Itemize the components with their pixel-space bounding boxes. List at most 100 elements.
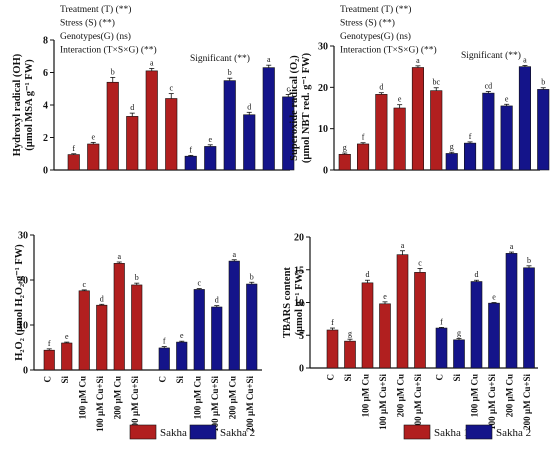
legend-2: Sakha 1 Sakha 2 bbox=[403, 424, 531, 440]
significance-letter: b bbox=[135, 273, 139, 282]
significance-letter: e bbox=[180, 331, 184, 340]
chart-panel-2: Treatment (T) (**) Stress (S) (**) Genotyp… bbox=[289, 4, 550, 177]
significance-letter: e bbox=[91, 132, 95, 141]
x-tick-label: 200 µM Cu+Si bbox=[130, 376, 140, 432]
y-axis-label: TBARS content(µmol g⁻¹ FW) bbox=[282, 267, 305, 338]
significance-letter: f bbox=[72, 144, 75, 153]
significance-letter: d bbox=[215, 296, 219, 305]
y-axis-label-line-2: (µmol MSA g⁻¹ FW) bbox=[24, 59, 35, 151]
significance-letter: a bbox=[510, 242, 514, 251]
significance-letter: g bbox=[348, 329, 352, 338]
bar bbox=[482, 92, 495, 171]
y-axis-label: H₂O₂ (µmol H₂O₂ g⁻¹ FW) bbox=[14, 244, 25, 361]
bar bbox=[470, 281, 483, 369]
significance-letter: c bbox=[197, 279, 201, 288]
bar bbox=[113, 263, 125, 371]
bar bbox=[488, 302, 500, 369]
significance-letter: b bbox=[111, 67, 115, 76]
significance-letter: c bbox=[286, 84, 290, 93]
bar bbox=[184, 155, 197, 171]
bar bbox=[396, 254, 409, 369]
bar bbox=[453, 339, 465, 369]
x-tick-label: Si bbox=[452, 374, 462, 382]
y-tick-label: 20 bbox=[294, 233, 304, 244]
bar bbox=[165, 98, 178, 171]
significance-letter: a bbox=[150, 58, 154, 67]
bar bbox=[145, 70, 158, 171]
y-axis-label-line-1: Superoxide radical (O₂) bbox=[289, 55, 300, 161]
y-tick-label: 4 bbox=[43, 101, 48, 112]
y-tick-label: 20 bbox=[18, 276, 28, 287]
significance-letter: f bbox=[48, 339, 51, 348]
bar bbox=[435, 327, 448, 369]
significance-letter: g bbox=[450, 142, 454, 151]
significance-letter: e bbox=[65, 332, 69, 341]
x-tick-label: Si bbox=[175, 376, 185, 384]
y-tick-label: 10 bbox=[18, 321, 28, 332]
bar bbox=[518, 66, 532, 171]
legend-label: Sakha 1 bbox=[160, 427, 195, 439]
bar bbox=[246, 283, 258, 371]
y-tick-label: 10 bbox=[318, 124, 328, 135]
legend-label: Sakha 2 bbox=[496, 427, 531, 439]
significance-letter: f bbox=[331, 318, 334, 327]
bar bbox=[375, 94, 388, 171]
significance-letter: d bbox=[100, 294, 104, 303]
x-tick-label: 200 µM Cu+Si bbox=[245, 376, 255, 432]
significance-letter: c bbox=[169, 84, 173, 93]
significance-letter: d bbox=[366, 270, 370, 279]
x-tick-label: 100 µM Cu bbox=[470, 374, 480, 417]
significance-letter: e bbox=[383, 292, 387, 301]
significance-letter: c bbox=[418, 258, 422, 267]
y-axis-label-line-1: Hydroxyl radical (OH) bbox=[12, 53, 23, 156]
bar bbox=[262, 67, 275, 171]
significance-letter: a bbox=[401, 241, 405, 250]
y-tick-label: 10 bbox=[294, 298, 304, 309]
y-tick-label: 0 bbox=[43, 166, 48, 177]
bar bbox=[445, 153, 458, 171]
legend-label: Sakha 2 bbox=[220, 427, 255, 439]
bar bbox=[223, 80, 236, 171]
y-tick-label: 30 bbox=[18, 231, 28, 242]
significance-letter: a bbox=[416, 56, 420, 65]
bar bbox=[96, 304, 108, 371]
x-tick-label: Si bbox=[60, 376, 70, 384]
significance-letter: g bbox=[457, 329, 461, 338]
x-tick-label: 100 µM Cu+Si bbox=[378, 374, 388, 430]
bar bbox=[211, 306, 223, 371]
bar bbox=[537, 89, 550, 171]
significance-letter: e bbox=[208, 135, 212, 144]
x-tick-label: 100 µM Cu+Si bbox=[210, 376, 220, 432]
legend-label: Sakha 1 bbox=[434, 427, 469, 439]
bar bbox=[356, 143, 370, 171]
bar bbox=[131, 284, 143, 371]
bar bbox=[176, 341, 188, 371]
y-tick-label: 15 bbox=[294, 265, 304, 276]
significance-letter: a bbox=[232, 250, 236, 259]
bar bbox=[326, 329, 339, 369]
stats-line: Stress (S) (**) bbox=[60, 18, 115, 29]
y-axis-label-line-1: H₂O₂ (µmol H₂O₂ g⁻¹ FW) bbox=[14, 244, 25, 361]
bar bbox=[344, 340, 356, 369]
bar bbox=[78, 290, 90, 371]
significance-letter: d bbox=[130, 103, 134, 112]
bar bbox=[43, 349, 55, 371]
bar bbox=[193, 289, 205, 371]
significance-letter: e bbox=[398, 95, 402, 104]
x-tick-label: Si bbox=[343, 374, 353, 382]
x-tick-label: C bbox=[435, 374, 445, 381]
x-tick-label: 200 µM Cu bbox=[396, 374, 406, 417]
significance-letter: f bbox=[362, 133, 365, 142]
bar bbox=[106, 81, 119, 171]
significance-letter: cd bbox=[485, 81, 493, 90]
bar bbox=[204, 146, 217, 171]
bar bbox=[158, 347, 170, 371]
legend-swatch bbox=[129, 424, 157, 440]
x-tick-label: 200 µM Cu bbox=[505, 374, 515, 417]
bar bbox=[67, 154, 80, 171]
x-tick-label: 200 µM Cu+Si bbox=[413, 374, 423, 430]
bar bbox=[338, 153, 351, 171]
stats-line: Genotypes(G) (ns) bbox=[340, 31, 411, 42]
significance-letter: e bbox=[492, 293, 496, 302]
y-tick-label: 8 bbox=[43, 36, 48, 47]
